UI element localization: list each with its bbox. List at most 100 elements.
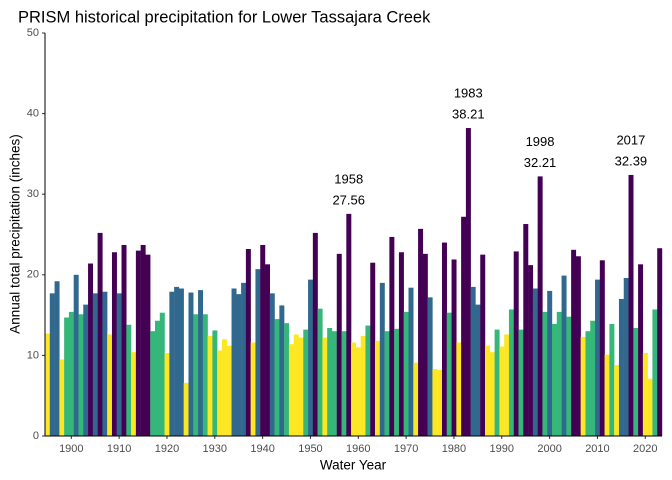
- bar: [221, 339, 227, 436]
- annotation-value: 27.56: [332, 192, 365, 207]
- bar: [551, 323, 557, 436]
- bar: [207, 336, 213, 436]
- bar: [236, 294, 242, 436]
- bar: [642, 352, 648, 436]
- y-tick-label: 30: [27, 188, 39, 200]
- bar: [188, 292, 194, 436]
- bar: [226, 345, 232, 436]
- x-axis-label: Water Year: [320, 458, 387, 473]
- bar: [623, 278, 629, 436]
- y-tick-label: 50: [27, 27, 39, 39]
- bar: [532, 288, 538, 436]
- bar: [566, 316, 572, 436]
- bar: [241, 282, 247, 436]
- x-tick-label: 2000: [537, 443, 561, 455]
- bar: [571, 249, 577, 436]
- bar: [135, 250, 141, 436]
- bar: [303, 329, 309, 436]
- bar: [78, 314, 84, 436]
- bar: [375, 340, 381, 436]
- bar: [394, 328, 400, 436]
- bar: [489, 352, 495, 436]
- bar: [155, 320, 160, 436]
- annotation-year: 1983: [454, 85, 483, 100]
- y-tick-label: 40: [27, 108, 39, 120]
- bar: [523, 224, 529, 436]
- bar: [441, 242, 447, 436]
- bar: [312, 232, 318, 436]
- x-tick-label: 2020: [633, 443, 657, 455]
- bar: [279, 305, 285, 436]
- bar: [456, 342, 462, 436]
- bar: [198, 290, 204, 436]
- x-tick-label: 1970: [394, 443, 418, 455]
- bar: [159, 312, 165, 436]
- bar: [403, 311, 409, 436]
- chart-title: PRISM historical precipitation for Lower…: [18, 8, 431, 26]
- bar: [59, 359, 65, 436]
- bar: [351, 342, 357, 436]
- bar: [250, 342, 256, 436]
- bar: [446, 312, 452, 436]
- bar: [269, 293, 275, 436]
- bar: [97, 232, 103, 436]
- bar: [231, 288, 237, 436]
- bar: [590, 320, 596, 436]
- bar: [384, 331, 390, 436]
- bar: [638, 264, 644, 436]
- x-tick-label: 1990: [490, 443, 514, 455]
- bar: [68, 311, 74, 436]
- bar: [604, 354, 610, 436]
- bar: [298, 337, 304, 436]
- bar: [561, 275, 567, 436]
- bar: [178, 288, 184, 436]
- bar: [379, 282, 385, 436]
- bar: [599, 260, 605, 436]
- annotation-value: 38.21: [452, 106, 485, 121]
- bar: [331, 331, 337, 436]
- bar: [145, 254, 151, 436]
- bar: [45, 333, 50, 436]
- y-axis-label: Annual total precipitation (inches): [8, 134, 23, 334]
- bar: [202, 314, 208, 436]
- bar: [336, 253, 342, 436]
- bar: [73, 274, 79, 436]
- bar: [542, 311, 548, 436]
- bar: [121, 244, 127, 436]
- bar: [504, 334, 510, 436]
- bar: [657, 248, 663, 436]
- bar: [475, 304, 481, 436]
- x-tick-label: 1950: [298, 443, 322, 455]
- annotation-year: 1998: [526, 134, 555, 149]
- bar: [116, 293, 122, 436]
- bar: [54, 281, 60, 436]
- bar: [465, 128, 471, 436]
- bar: [461, 216, 467, 436]
- bar: [355, 347, 361, 436]
- x-tick-label: 1920: [155, 443, 179, 455]
- bar: [470, 286, 476, 436]
- bar: [64, 317, 70, 436]
- bar: [614, 365, 620, 436]
- annotation-value: 32.21: [524, 155, 557, 170]
- bar: [126, 324, 132, 436]
- bar: [260, 244, 266, 436]
- bar: [111, 252, 117, 436]
- y-tick-label: 10: [27, 349, 39, 361]
- annotation-year: 1958: [334, 171, 363, 186]
- bar: [537, 176, 543, 437]
- x-tick-label: 2010: [585, 443, 609, 455]
- bar: [131, 352, 137, 436]
- bar: [609, 323, 615, 436]
- annotation-value: 32.39: [615, 153, 648, 168]
- x-tick-label: 1900: [59, 443, 83, 455]
- bar: [370, 262, 376, 436]
- bar: [164, 352, 170, 436]
- bar: [518, 329, 524, 436]
- bar: [265, 264, 270, 436]
- bar: [513, 251, 519, 436]
- x-tick-label: 1940: [250, 443, 274, 455]
- bar: [437, 369, 443, 436]
- bar: [499, 346, 505, 436]
